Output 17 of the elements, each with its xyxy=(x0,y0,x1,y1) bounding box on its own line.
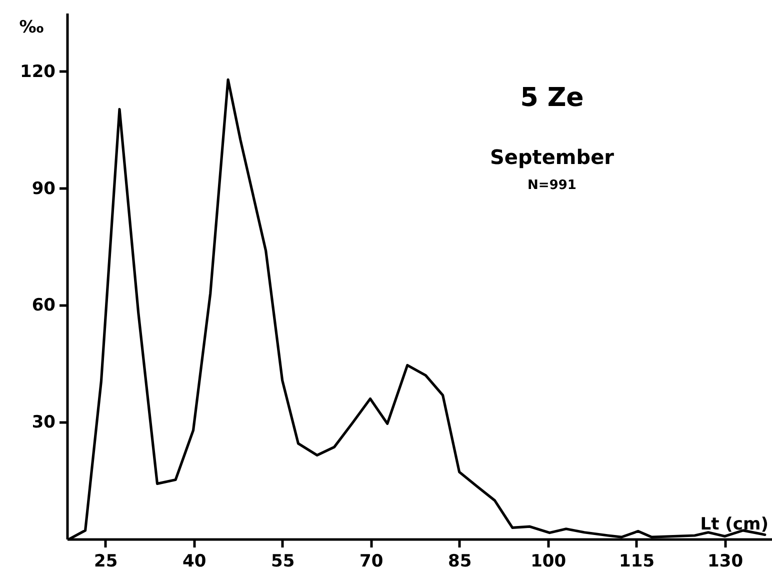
x-tick-label: 70 xyxy=(359,552,384,572)
y-tick-label: 30 xyxy=(32,412,56,433)
x-tick-label: 40 xyxy=(182,552,206,572)
y-tick-label: 90 xyxy=(32,178,56,199)
x-tick-label: 55 xyxy=(271,552,295,572)
text: September xyxy=(490,145,614,169)
annotation: N=991 xyxy=(528,178,576,193)
y-tick-label: 120 xyxy=(20,62,56,82)
x-tick-label: 115 xyxy=(619,552,655,572)
x-tick-label: 100 xyxy=(530,552,566,572)
x-tick-label: 25 xyxy=(94,552,118,572)
x-tick-label: 130 xyxy=(708,552,744,572)
x-axis-title: Lt (cm) xyxy=(700,514,768,534)
text: 5 Ze xyxy=(520,83,584,113)
y-axis-title: ‰ xyxy=(19,18,44,38)
y-tick-label: 60 xyxy=(32,296,56,316)
x-tick-label: 85 xyxy=(448,552,472,572)
